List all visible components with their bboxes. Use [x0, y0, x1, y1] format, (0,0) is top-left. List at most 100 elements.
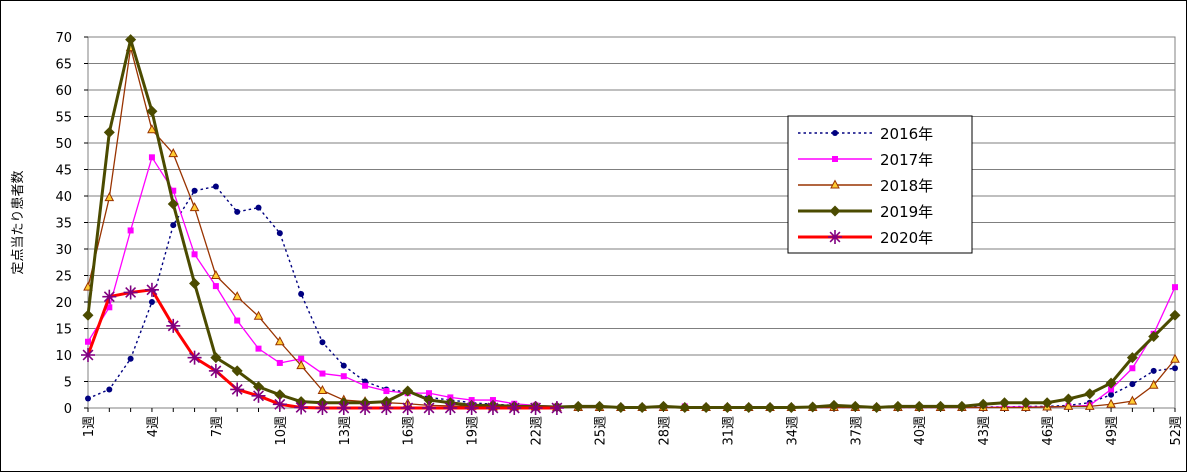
y-tick-label: 15 [55, 323, 72, 338]
data-point [743, 401, 755, 413]
data-point [1129, 365, 1136, 372]
data-point [103, 126, 115, 138]
data-point [828, 230, 842, 244]
y-tick-label: 40 [55, 190, 72, 205]
data-point [104, 192, 115, 202]
y-axis-ticks: 0 5 10 15 20 25 30 35 40 45 50 55 60 65 70 [55, 31, 88, 417]
x-tick-label: 31週 [721, 416, 736, 446]
series [81, 282, 564, 415]
x-tick-label: 13週 [338, 416, 353, 446]
legend: 2016年 2017年 2018年 2019年 2020年 [787, 115, 973, 254]
data-point [423, 394, 435, 406]
data-point [85, 395, 91, 402]
data-point [148, 299, 155, 305]
data-point [1129, 381, 1136, 388]
data-point [230, 382, 245, 397]
data-point [294, 400, 309, 415]
legend-label: 2020年 [880, 229, 933, 247]
data-point [1105, 377, 1117, 389]
data-point [1148, 330, 1160, 342]
data-point [830, 179, 840, 189]
data-point [1108, 386, 1115, 393]
x-tick-label: 19週 [466, 416, 481, 446]
data-point [1172, 284, 1178, 291]
series-group [81, 34, 1181, 415]
data-point [85, 338, 91, 345]
data-point [636, 401, 648, 413]
data-point [572, 400, 584, 412]
data-point [485, 401, 500, 415]
x-tick-label: 43週 [977, 416, 992, 446]
data-point [528, 401, 543, 415]
data-point [1084, 388, 1096, 400]
legend-entry: 2016年 [798, 125, 933, 143]
data-point [400, 401, 415, 415]
data-point [422, 401, 437, 415]
data-point [1126, 352, 1138, 364]
data-point [148, 154, 155, 161]
x-tick-label: 52週 [1169, 416, 1184, 446]
y-tick-label: 45 [55, 164, 72, 179]
legend-label: 2016年 [880, 125, 933, 143]
x-tick-label: 1週 [82, 416, 97, 437]
x-tick-label: 16週 [402, 416, 417, 446]
data-point [253, 310, 264, 320]
data-point [362, 382, 369, 389]
legend-entry: 2020年 [798, 229, 933, 247]
data-point [170, 187, 177, 194]
data-point [170, 222, 177, 229]
data-point [507, 401, 522, 415]
data-point [253, 381, 265, 393]
data-point [317, 384, 328, 395]
gridlines [88, 36, 1175, 409]
data-point [189, 202, 200, 212]
data-point [998, 397, 1010, 409]
y-tick-label: 50 [55, 137, 72, 152]
data-point [1063, 400, 1074, 410]
data-point [657, 400, 669, 412]
data-point [211, 269, 221, 279]
data-point [1041, 397, 1053, 409]
y-axis-label: 定点当たり患者数 [11, 170, 26, 274]
x-tick-label: 7週 [210, 416, 225, 437]
data-point [127, 355, 134, 362]
data-point [82, 309, 94, 321]
data-point [443, 401, 458, 415]
data-point [234, 208, 241, 215]
data-point [298, 355, 305, 362]
data-point [871, 401, 883, 413]
data-point [1169, 309, 1181, 321]
data-point [147, 124, 157, 134]
data-point [700, 401, 712, 413]
data-point [1020, 397, 1032, 409]
data-point [208, 363, 223, 378]
data-point [977, 398, 989, 410]
data-point [123, 285, 138, 300]
data-point [296, 360, 306, 370]
data-point [212, 283, 219, 290]
data-point [336, 401, 351, 415]
data-point [272, 397, 287, 412]
data-point [1062, 393, 1074, 405]
y-tick-label: 5 [64, 376, 72, 391]
data-point [956, 400, 968, 412]
data-point [1127, 395, 1138, 405]
data-point [251, 388, 266, 403]
data-point [828, 399, 840, 411]
data-point [383, 388, 390, 395]
data-point [212, 183, 219, 190]
data-point [913, 400, 925, 412]
data-point [319, 339, 326, 346]
legend-label: 2019年 [880, 203, 933, 221]
y-tick-label: 60 [55, 84, 72, 99]
x-tick-label: 4週 [146, 416, 161, 437]
data-point [721, 401, 733, 413]
data-point [276, 230, 283, 237]
data-point [785, 401, 797, 413]
data-point [274, 336, 285, 346]
data-point [594, 400, 606, 412]
data-point [255, 345, 262, 352]
x-tick-label: 49週 [1105, 416, 1120, 446]
data-point [319, 370, 326, 377]
